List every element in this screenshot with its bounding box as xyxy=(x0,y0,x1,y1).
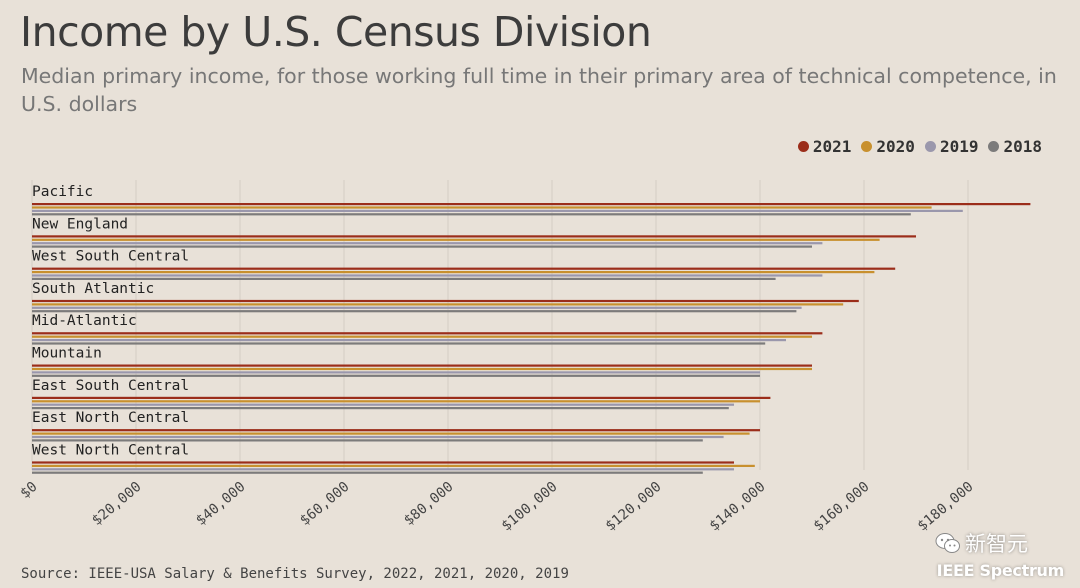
category-label: East South Central xyxy=(32,378,189,394)
bar-2019 xyxy=(32,339,786,342)
bar-2018 xyxy=(32,439,703,442)
bar-2021 xyxy=(32,235,916,238)
bar-2018 xyxy=(32,245,812,248)
x-tick-label: $0 xyxy=(17,479,40,502)
bar-2021 xyxy=(32,364,812,367)
bar-2019 xyxy=(32,306,802,309)
watermark-text: 新智元 xyxy=(965,532,1028,556)
bar-2018 xyxy=(32,213,911,216)
bar-2021 xyxy=(32,332,823,335)
bar-2018 xyxy=(32,374,760,377)
bar-2021 xyxy=(32,203,1031,206)
x-tick-label: $140,000 xyxy=(707,479,769,535)
bar-2021 xyxy=(32,299,859,303)
bar-2021 xyxy=(32,396,771,399)
bar-2018 xyxy=(32,407,729,410)
legend-label-2019: 2019 xyxy=(939,137,979,156)
bar-2020 xyxy=(32,335,812,338)
legend-item-2020: 2020 xyxy=(861,137,915,156)
x-tick-label: $120,000 xyxy=(603,479,665,535)
bar-2020 xyxy=(32,206,932,209)
bar-2019 xyxy=(32,468,734,471)
bar-2020 xyxy=(32,432,750,435)
bar-2019 xyxy=(32,274,823,277)
source-note: Source: IEEE-USA Salary & Benefits Surve… xyxy=(21,566,569,582)
legend-swatch-2020 xyxy=(861,141,873,152)
x-tick-label: $80,000 xyxy=(401,479,456,529)
bar-2020 xyxy=(32,238,880,241)
bar-2021 xyxy=(32,267,896,270)
watermark: 新智元 xyxy=(935,528,1028,558)
bar-2018 xyxy=(32,471,703,474)
legend-item-2018: 2018 xyxy=(988,137,1042,156)
legend-item-2019: 2019 xyxy=(924,137,979,156)
category-label: Mid-Atlantic xyxy=(32,313,137,329)
bar-2020 xyxy=(32,464,755,467)
category-label: Pacific xyxy=(32,184,93,200)
brand-logo: IEEE Spectrum xyxy=(936,561,1065,580)
bar-2019 xyxy=(32,209,963,212)
bar-2018 xyxy=(32,342,766,345)
x-tick-label: $20,000 xyxy=(89,479,144,529)
legend-swatch-2018 xyxy=(988,141,1000,152)
legend-swatch-2021 xyxy=(797,141,809,152)
category-label: New England xyxy=(32,216,128,232)
legend: 2021 2020 2019 2018 xyxy=(797,137,1042,156)
wechat-icon xyxy=(935,533,960,553)
category-label: South Atlantic xyxy=(32,281,154,297)
x-tick-label: $100,000 xyxy=(499,479,561,535)
x-tick-label: $60,000 xyxy=(297,479,352,529)
bar-2018 xyxy=(32,277,776,280)
bar-2021 xyxy=(32,461,734,464)
legend-label-2018: 2018 xyxy=(1003,137,1042,156)
bar-2020 xyxy=(32,303,844,306)
bar-2020 xyxy=(32,271,875,274)
legend-swatch-2019 xyxy=(924,141,936,152)
x-tick-label: $160,000 xyxy=(811,479,873,535)
x-tick-label: $180,000 xyxy=(915,479,977,535)
bar-2019 xyxy=(32,403,734,406)
bar-2019 xyxy=(32,435,724,439)
legend-label-2021: 2021 xyxy=(812,137,852,156)
bar-2020 xyxy=(32,400,760,403)
category-label: East North Central xyxy=(32,410,189,426)
bar-2019 xyxy=(32,242,823,245)
x-tick-label: $40,000 xyxy=(193,479,248,529)
chart-title: Income by U.S. Census Division xyxy=(20,8,652,56)
bar-2021 xyxy=(32,429,760,432)
bar-2018 xyxy=(32,310,797,313)
legend-item-2021: 2021 xyxy=(797,137,852,156)
category-label: Mountain xyxy=(32,346,102,362)
chart-subtitle: Median primary income, for those working… xyxy=(21,64,1057,116)
bar-2019 xyxy=(32,371,760,374)
category-label: West South Central xyxy=(32,249,189,265)
category-label: West North Central xyxy=(32,442,189,458)
bar-2020 xyxy=(32,367,812,371)
legend-label-2020: 2020 xyxy=(876,137,915,156)
